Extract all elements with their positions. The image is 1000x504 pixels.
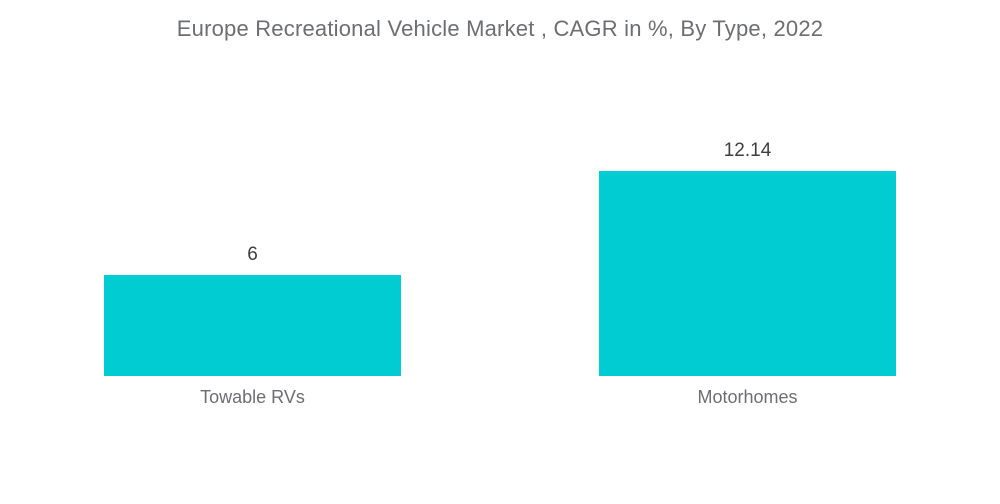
bar-stack: 12.14 xyxy=(500,56,995,376)
bar-stack: 6 xyxy=(5,56,500,376)
chart-title: Europe Recreational Vehicle Market , CAG… xyxy=(176,16,824,41)
bar xyxy=(104,275,401,376)
bar-column: 6 Towable RVs xyxy=(5,56,500,408)
bar-category-label: Towable RVs xyxy=(200,387,305,407)
bar-value-label: 6 xyxy=(247,244,258,265)
bar xyxy=(599,171,896,376)
bar-category-label: Motorhomes xyxy=(697,387,798,407)
bar-column: 12.14 Motorhomes xyxy=(500,56,995,408)
bar-chart: 6 Towable RVs 12.14 Motorhomes xyxy=(5,56,995,408)
bar-value-label: 12.14 xyxy=(723,140,772,161)
